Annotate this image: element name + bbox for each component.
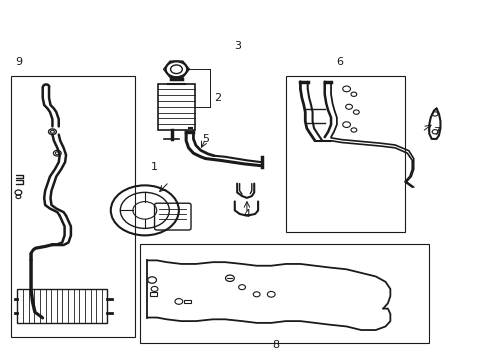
Text: 1: 1 [151, 162, 158, 172]
Text: 8: 8 [272, 340, 279, 350]
Text: 6: 6 [335, 58, 342, 67]
Text: 9: 9 [15, 58, 22, 67]
Bar [158, 84, 194, 130]
Bar [140, 244, 428, 342]
Bar [183, 300, 191, 303]
Text: 2: 2 [214, 93, 221, 103]
Bar [149, 292, 157, 296]
Bar [11, 76, 135, 337]
FancyBboxPatch shape [154, 203, 191, 230]
Text: 5: 5 [202, 134, 209, 144]
Text: 7: 7 [432, 127, 439, 137]
Text: 4: 4 [243, 209, 250, 219]
Text: 3: 3 [233, 41, 240, 51]
Bar [285, 76, 404, 232]
Bar [18, 289, 107, 323]
